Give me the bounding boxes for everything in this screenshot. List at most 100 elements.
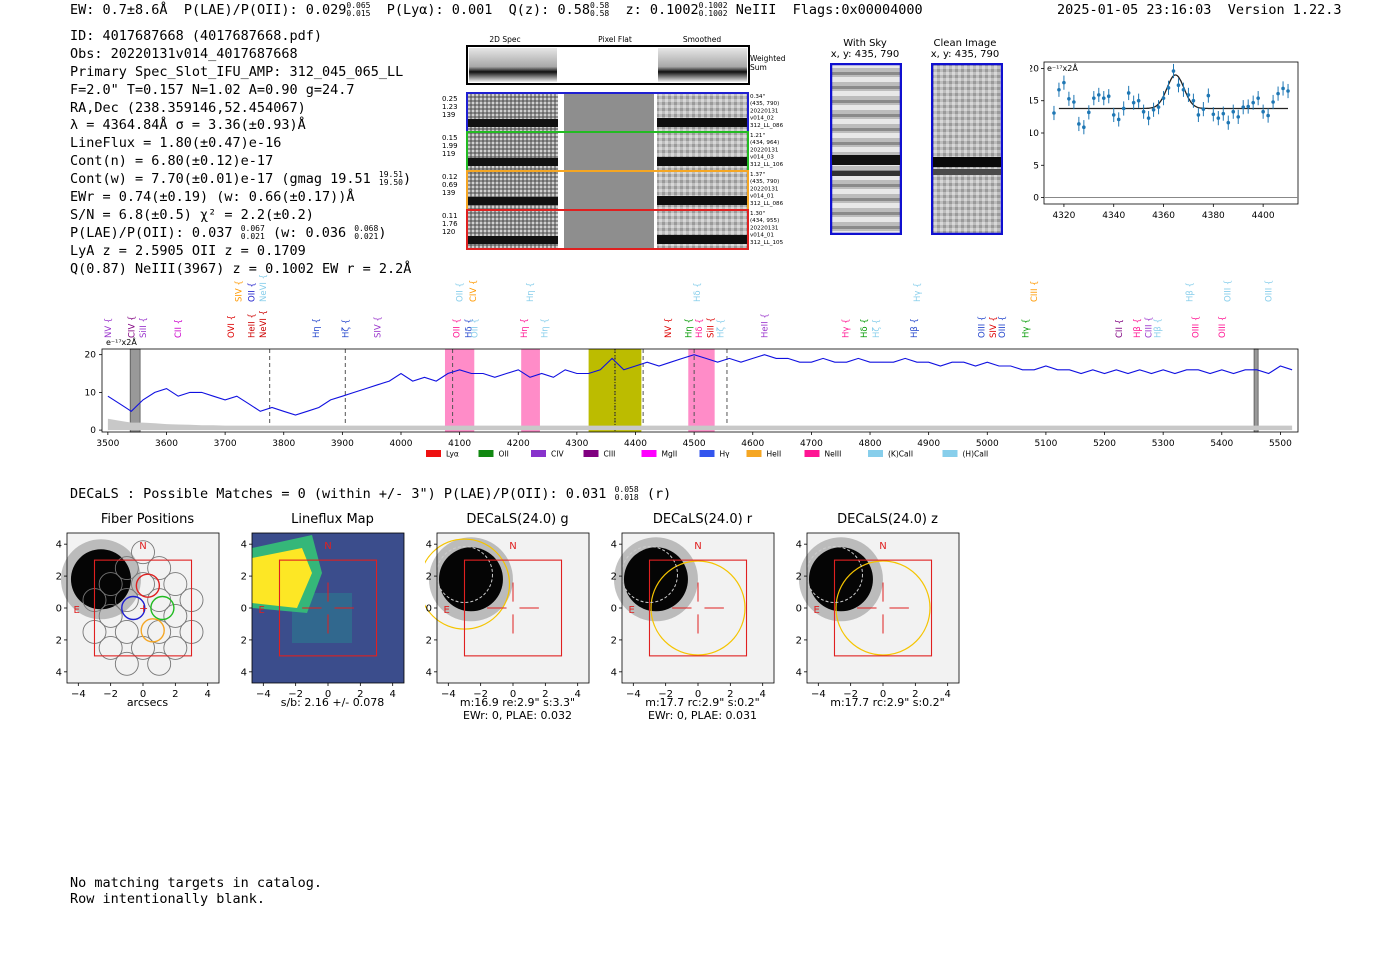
source-ellipse (805, 545, 863, 603)
legend-label: Lyα (446, 450, 459, 459)
meta-plae-lo: 0.021 (240, 231, 265, 241)
xtick-label: −2 (103, 689, 118, 700)
line-label-top: Hδ { (693, 282, 703, 302)
center-marker: + (139, 602, 148, 615)
xtick-label: 2 (172, 689, 178, 700)
meta-id: ID: 4017687668 (4017687668.pdf) (70, 28, 322, 44)
spec-xtick-label: 5000 (976, 439, 999, 449)
fiber-circle (114, 619, 139, 644)
meta-obs: Obs: 20220131v014_4017687668 (70, 45, 298, 62)
zoom-data-point (1052, 111, 1056, 115)
line-label-mid: SIV { (374, 316, 384, 338)
zoom-data-point (1057, 87, 1061, 92)
ytick-label: 4 (611, 667, 617, 678)
spectrum-axes-frame (101, 348, 1299, 433)
caption-line: arcsecs (126, 696, 169, 709)
z-lo: 0.1002 (698, 9, 728, 18)
xtick-label: −2 (658, 689, 673, 700)
zoom-data-point (1241, 105, 1246, 109)
ytick-label: 4 (56, 667, 62, 678)
plya-value: P(Lyα): 0.001 (386, 2, 493, 18)
xtick-label: −4 (626, 689, 641, 700)
source-ellipse (620, 545, 678, 603)
xtick-label: 4 (574, 689, 580, 700)
meta-fibparams: F=2.0" T=0.157 N=1.02 A=0.90 g=24.7 (70, 81, 355, 98)
fiber-highlight (140, 618, 165, 643)
line-label-mid: Hζ { (341, 319, 351, 338)
zoom-data-point (1062, 80, 1066, 85)
zoom-data-point (1096, 93, 1101, 97)
meta-lya: LyA z = 2.5905 OII z = 0.1709 (70, 242, 306, 259)
spec-ylabel: e⁻¹⁷x2Å (106, 336, 137, 347)
line-label-mid: HeII { (761, 313, 771, 338)
fiber-circle (98, 635, 123, 660)
z-value: z: 0.1002 (625, 2, 699, 18)
caption-line: m:17.7 rc:2.9" s:0.2" (830, 696, 945, 709)
clean-image-title: Clean Image x, y: 435, 790 (926, 38, 1004, 60)
line-label-mid: CII { (1115, 319, 1125, 338)
zoom-data-point (1201, 107, 1206, 111)
datetime: 2025-01-05 23:16:03 (1057, 2, 1212, 18)
decals-panel-caption: m:16.9 re:2.9" s:3.3" EWr: 0, PLAE: 0.032 (430, 696, 605, 722)
zoom-ytick-label: 20 (1030, 64, 1039, 74)
cutout-left-value: 1.76 (442, 220, 458, 228)
version: Version 1.22.3 (1227, 2, 1342, 18)
zoom-data-point (1101, 96, 1106, 100)
ytick-label: −2 (425, 572, 432, 583)
xtick-label: 4 (204, 689, 210, 700)
header-right: 2025-01-05 23:16:03 Version 1.22.3 (1057, 2, 1342, 18)
legend-swatch (478, 450, 494, 457)
footer-line-2: Row intentionally blank. (70, 890, 266, 907)
meta-slot: Primary Spec_Slot_IFU_AMP: 312_045_065_L… (70, 63, 404, 80)
cutout-pixelflat (564, 172, 654, 209)
fiber-circle (147, 651, 172, 676)
line-label-mid: OVI { (227, 315, 237, 338)
line-label-mid: CIII { (1145, 316, 1155, 338)
spec-xtick-label: 5400 (1210, 439, 1233, 449)
ytick-label: 2 (56, 635, 62, 646)
ytick-label: −2 (55, 572, 62, 583)
line-label-mid: Hβ { (910, 318, 920, 338)
footer-line-1: No matching targets in catalog. (70, 875, 322, 891)
zoom-data-point (1161, 96, 1166, 100)
xtick-label: −4 (811, 689, 826, 700)
legend-swatch (641, 450, 657, 457)
galaxy-blob (70, 549, 131, 610)
meta-ewr: EWr = 0.74(±0.19) (w: 0.66(±0.17))Å (70, 189, 355, 206)
ew-value: EW: 0.7±8.6Å (70, 2, 168, 18)
legend-swatch (746, 450, 762, 457)
spec-xtick-label: 5300 (1152, 439, 1175, 449)
noise-band (107, 418, 1293, 431)
full-spectrum-chart: 0 10 20 3500 3600 3700 3800 3900 4000 4100 4200 430… (85, 274, 1299, 459)
cutout-left-value: 120 (442, 228, 455, 236)
zoom-data-point (1176, 83, 1181, 88)
line-label-top: CIV { (469, 280, 479, 302)
xtick-label: 2 (912, 689, 918, 700)
line-label-mid: OII { (453, 318, 463, 338)
zoom-data-point (1216, 116, 1221, 120)
galaxy-blob (623, 547, 688, 612)
with-sky-image (830, 63, 902, 235)
decals-panel-title: DECaLS(24.0) r (652, 512, 753, 527)
zoom-data-point (1082, 125, 1086, 129)
fiber-circle (147, 556, 172, 581)
cutout-left-value: 0.25 (442, 95, 458, 103)
weighted-sum-smooth (658, 48, 747, 82)
cutout-2dspec-trace (468, 236, 558, 244)
col-title-pixelflat: Pixel Flat (598, 35, 632, 44)
cutout-right-value: 312_LL_086 (750, 201, 784, 207)
legend-label: OII (499, 450, 509, 459)
zoom-data-point (1171, 69, 1176, 73)
cutout-2dspec-trace (468, 119, 558, 127)
gmag-lo: 19.50 (378, 178, 403, 188)
spec-xtick-label: 4700 (800, 439, 823, 449)
cutout-right-value: v014_03 (750, 155, 774, 161)
north-label: N (694, 541, 701, 552)
with-sky-coords: x, y: 435, 790 (830, 49, 900, 60)
header-line: EW: 0.7±8.6Å P(LAE)/P(OII): 0.029 0.065 0.… (70, 2, 923, 19)
fiber-circle (114, 556, 139, 581)
line-label-mid: Hζ { (872, 319, 882, 338)
line-label-top: Hβ { (1186, 282, 1196, 302)
cutout-row-frame (466, 209, 749, 250)
